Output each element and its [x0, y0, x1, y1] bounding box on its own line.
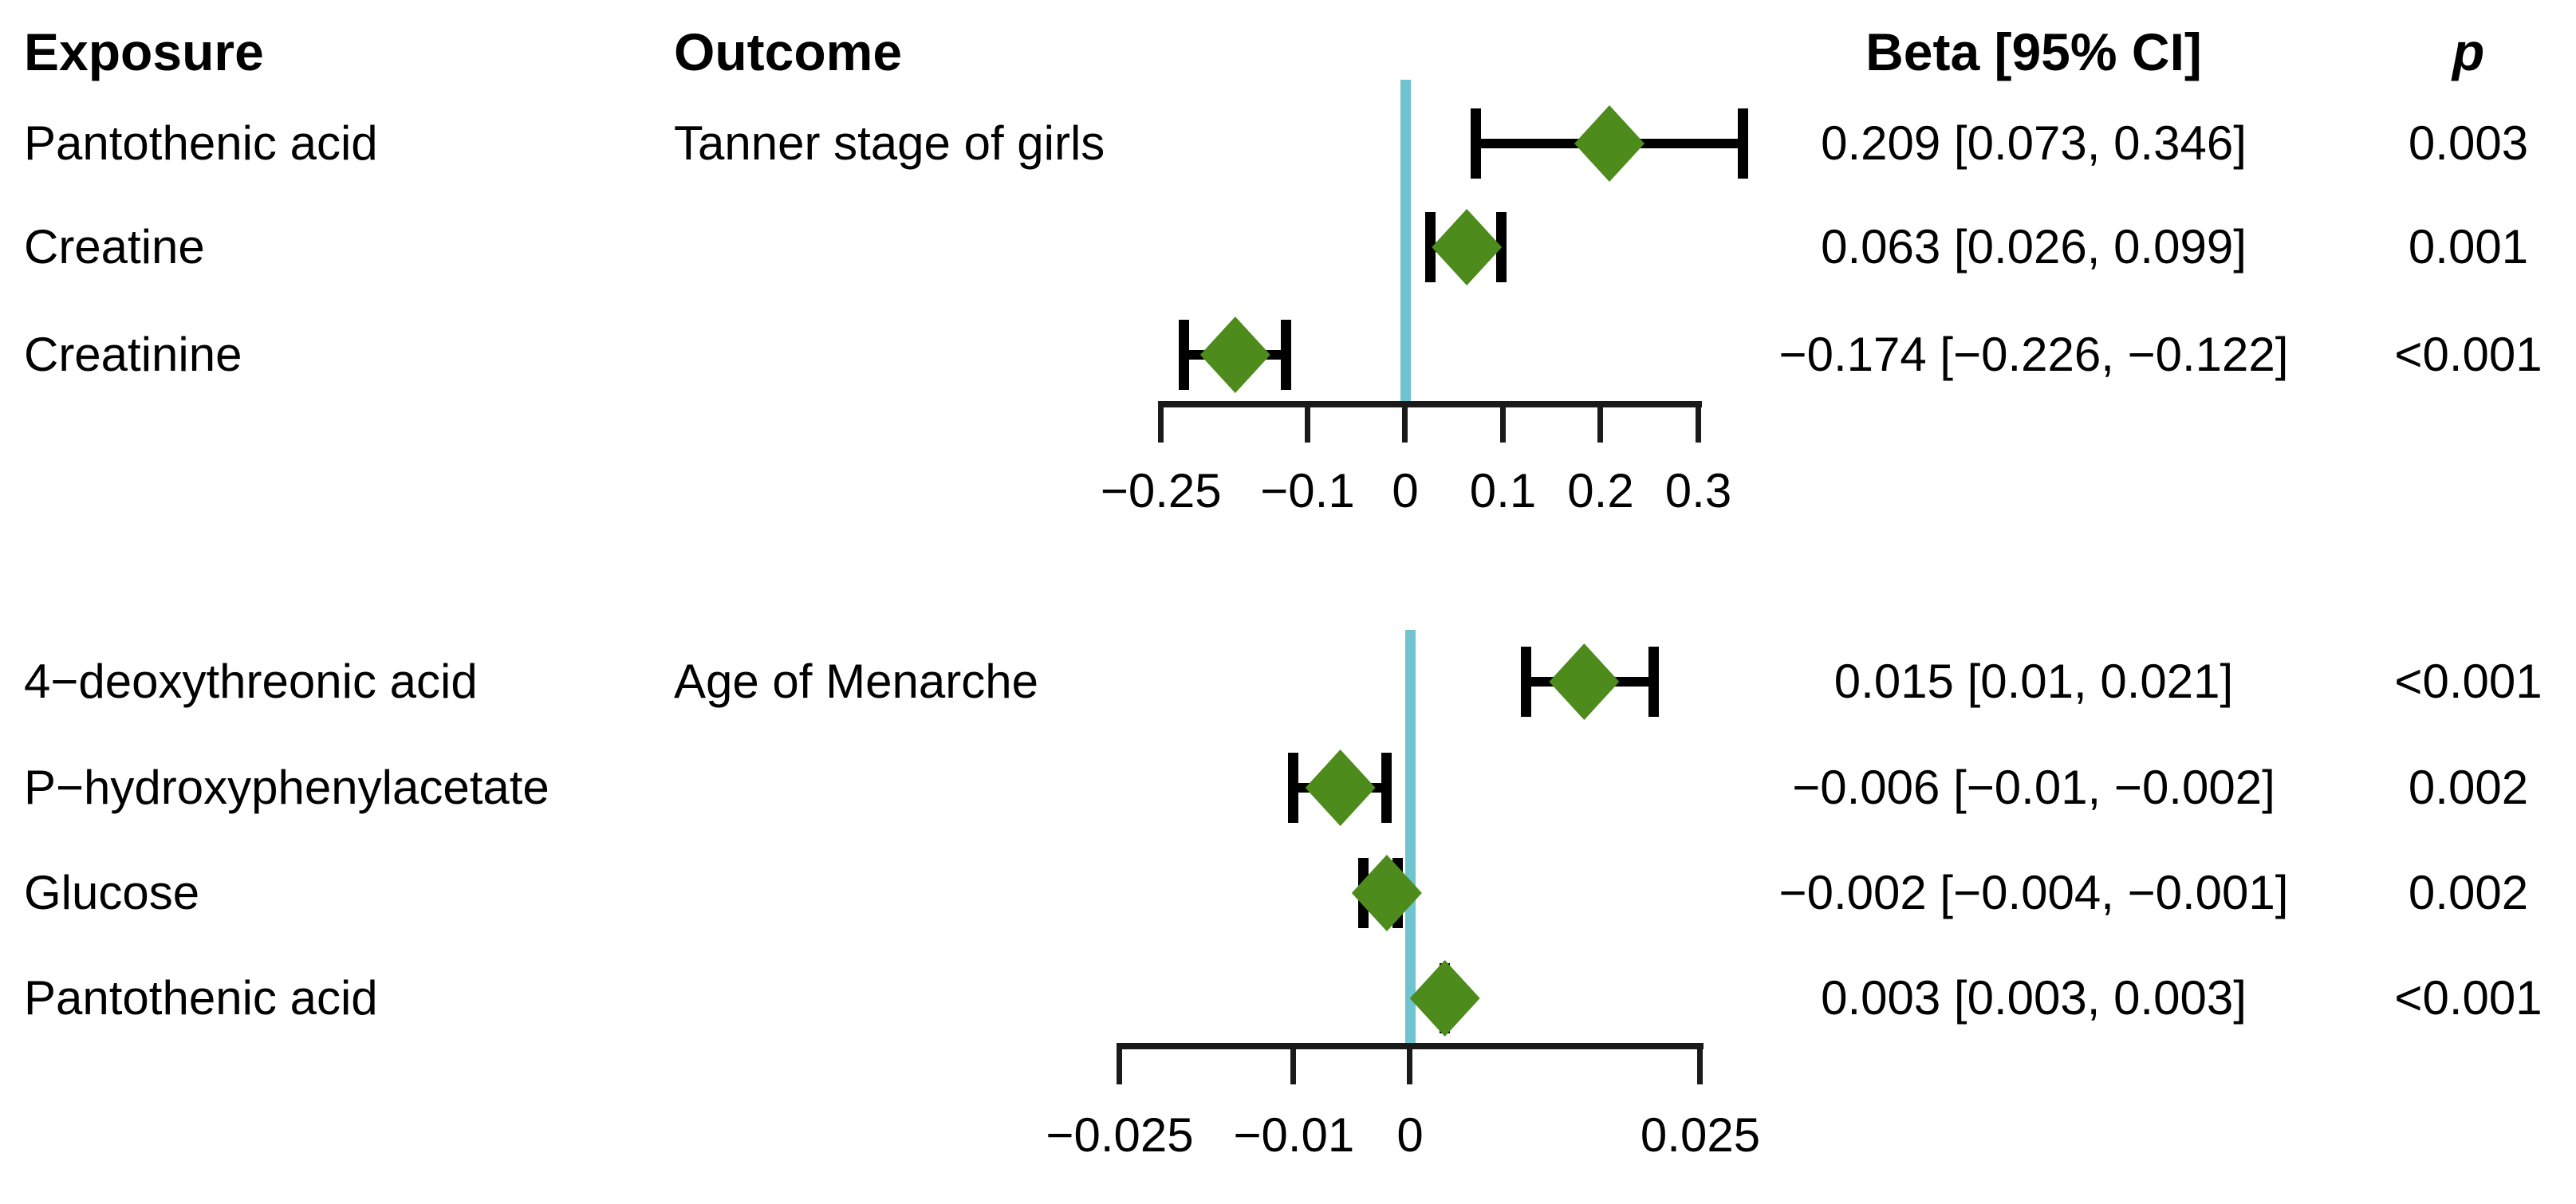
ci-cap-right — [1381, 753, 1392, 823]
p-value-cell: <0.001 — [2394, 328, 2543, 381]
p-value-cell: 0.002 — [2408, 866, 2529, 919]
header-beta-ci: Beta [95% CI] — [1865, 22, 2202, 81]
beta-ci-cell: −0.006 [−0.01, −0.002] — [1792, 761, 2275, 814]
exposure-cell: 4−deoxythreonic acid — [24, 655, 478, 708]
zero-reference-line — [1400, 80, 1411, 404]
p-value-cell: <0.001 — [2394, 971, 2543, 1025]
header-outcome: Outcome — [674, 22, 903, 81]
axis-tick-label: −0.01 — [1233, 1108, 1355, 1162]
p-value-cell: <0.001 — [2394, 655, 2543, 708]
exposure-cell: Glucose — [24, 866, 200, 919]
exposure-cell: Pantothenic acid — [24, 971, 378, 1025]
x-axis — [1157, 401, 1702, 407]
beta-diamond — [1305, 750, 1376, 826]
beta-ci-cell: 0.063 [0.026, 0.099] — [1821, 220, 2247, 273]
axis-tick-label: 0.2 — [1567, 464, 1634, 517]
axis-tick — [1499, 401, 1506, 443]
beta-ci-cell: 0.003 [0.003, 0.003] — [1821, 971, 2247, 1025]
ci-cap-right — [1648, 647, 1659, 717]
ci-cap-right — [1737, 108, 1748, 179]
p-value-cell: 0.002 — [2408, 761, 2529, 814]
header-exposure: Exposure — [24, 22, 264, 81]
axis-tick-label: 0 — [1396, 1108, 1424, 1162]
axis-tick-label: −0.25 — [1100, 464, 1222, 517]
exposure-cell: P−hydroxyphenylacetate — [24, 761, 549, 814]
beta-diamond — [1199, 317, 1270, 393]
beta-ci-cell: 0.209 [0.073, 0.346] — [1821, 116, 2247, 170]
beta-ci-cell: 0.015 [0.01, 0.021] — [1834, 655, 2234, 708]
ci-cap-right — [1280, 320, 1291, 390]
axis-tick — [1290, 1043, 1297, 1084]
p-value-cell: 0.003 — [2408, 116, 2529, 170]
axis-tick — [1407, 1043, 1412, 1084]
exposure-cell: Creatinine — [24, 328, 242, 381]
axis-tick-label: 0 — [1392, 464, 1419, 517]
beta-diamond — [1409, 960, 1480, 1037]
axis-tick — [1304, 401, 1310, 443]
ci-cap-left — [1288, 753, 1299, 823]
p-value-cell: 0.001 — [2408, 220, 2529, 273]
axis-tick-label: 0.3 — [1664, 464, 1732, 517]
outcome-cell: Age of Menarche — [674, 655, 1038, 708]
outcome-cell: Tanner stage of girls — [674, 116, 1105, 170]
ci-cap-left — [1520, 647, 1531, 717]
exposure-cell: Creatine — [24, 220, 205, 273]
header-p: p — [2452, 22, 2485, 81]
axis-tick-label: 0.1 — [1469, 464, 1537, 517]
ci-cap-left — [1424, 212, 1436, 282]
ci-cap-left — [1179, 320, 1190, 390]
axis-tick — [1695, 401, 1701, 443]
ci-cap-left — [1471, 108, 1482, 179]
beta-ci-cell: −0.174 [−0.226, −0.122] — [1778, 328, 2289, 381]
beta-ci-cell: −0.002 [−0.004, −0.001] — [1778, 866, 2289, 919]
axis-tick — [1597, 401, 1603, 443]
axis-tick — [1117, 1043, 1122, 1084]
axis-tick-label: −0.025 — [1046, 1108, 1194, 1162]
exposure-cell: Pantothenic acid — [24, 116, 378, 170]
axis-tick — [1697, 1043, 1703, 1084]
zero-reference-line — [1405, 630, 1416, 1046]
axis-tick — [1402, 401, 1408, 443]
axis-tick — [1157, 401, 1164, 443]
axis-tick-label: −0.1 — [1260, 464, 1355, 517]
axis-tick-label: 0.025 — [1640, 1108, 1761, 1162]
beta-diamond — [1432, 209, 1503, 285]
